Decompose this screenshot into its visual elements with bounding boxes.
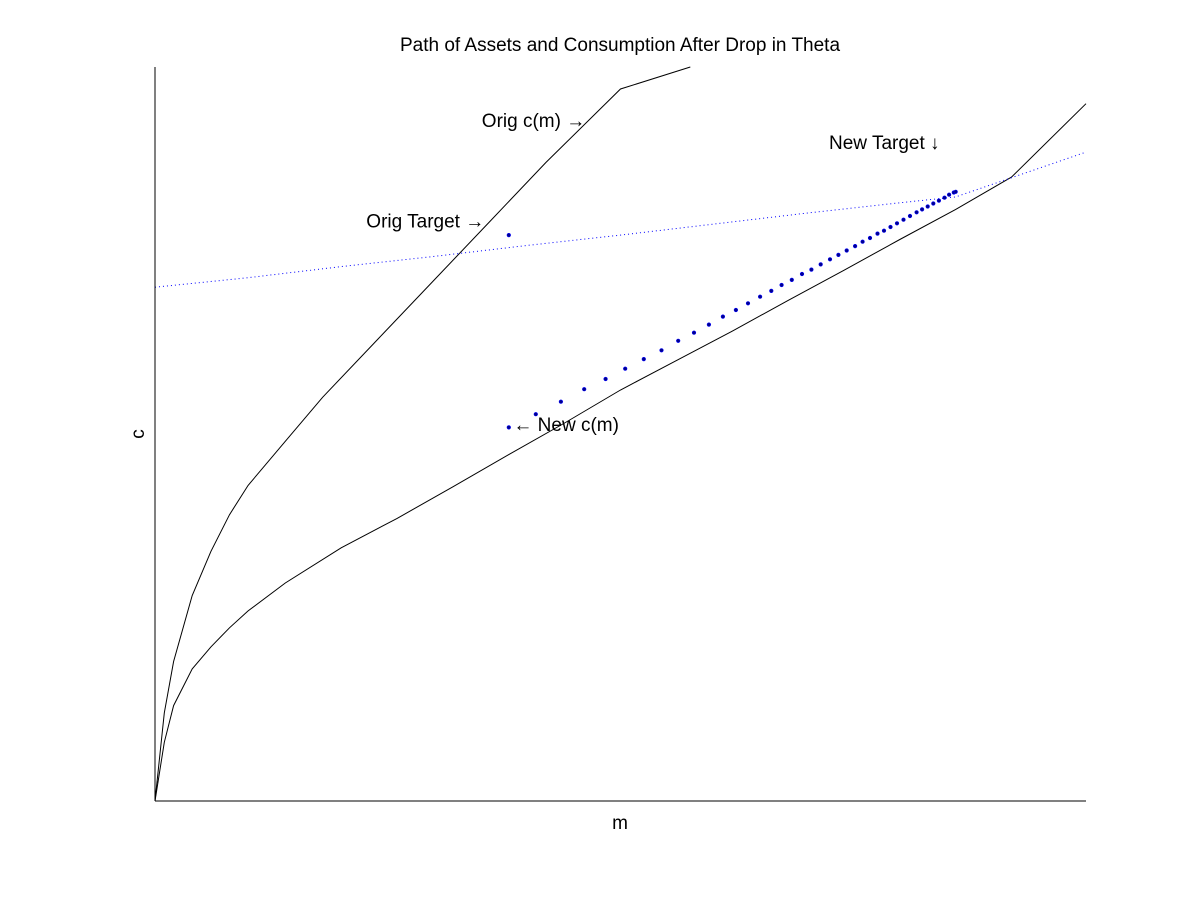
transition-path-point [914,210,919,215]
transition-path-point [925,204,930,209]
transition-path-point [907,213,913,219]
orig-target-point [506,233,511,238]
x-axis-label: m [612,813,628,834]
transition-path-point [881,228,887,233]
plot-area [154,66,1087,802]
annotation-label: Orig Target → [366,212,484,233]
transition-path-point [779,282,784,288]
transition-path-point [676,338,681,343]
transition-path-point [733,307,739,313]
annotation-label: ← New c(m) [513,415,619,436]
transition-path-point [720,314,726,319]
consumption-function-curve-1 [154,66,691,802]
transition-path-point [844,248,849,253]
transition-path-point [931,201,936,206]
transition-path-point [506,425,511,430]
transition-path-point [706,322,712,327]
transition-path-point [641,357,646,362]
transition-path-point [953,189,958,194]
orig-target-marker-group [506,233,511,238]
annotations: Orig c(m) → New Target ↓ Orig Target → ← Ne… [366,111,939,436]
transition-path-point [533,412,538,417]
transition-path-point [894,221,900,226]
transition-path-point [942,195,947,200]
transition-path-point [919,207,925,212]
transition-path-point [836,252,841,257]
transition-path-point [875,231,880,236]
transition-path-point [623,366,628,371]
transition-path-point [691,330,697,335]
transition-path-point [888,224,893,230]
transition-path-point [799,271,805,277]
transition-path-point [936,198,942,203]
transition-path-markers [506,189,958,430]
transition-path-point [582,387,587,392]
transition-path-point [745,301,751,306]
chart-title: Path of Assets and Consumption After Dro… [400,35,841,56]
transition-path-point [809,267,814,272]
transition-path-point [769,288,774,294]
annotation-label: Orig c(m) → [482,111,585,132]
transition-path-point [827,257,833,262]
y-axis-label: c [128,429,149,439]
transition-path-point [901,217,906,222]
transition-path-point [818,262,823,267]
transition-path-point [946,192,952,197]
target-locus-dotted-line [154,151,1087,288]
transition-path-point [852,244,858,249]
transition-path-point [860,239,865,244]
transition-path-point [558,399,564,404]
transition-path-point [789,277,794,283]
transition-path-point [603,376,608,382]
transition-path-point [659,348,664,353]
transition-path-point [867,235,873,241]
annotation-label: New Target ↓ [829,133,940,154]
consumption-function-curve-2 [154,103,1087,802]
transition-path-point [757,294,763,299]
